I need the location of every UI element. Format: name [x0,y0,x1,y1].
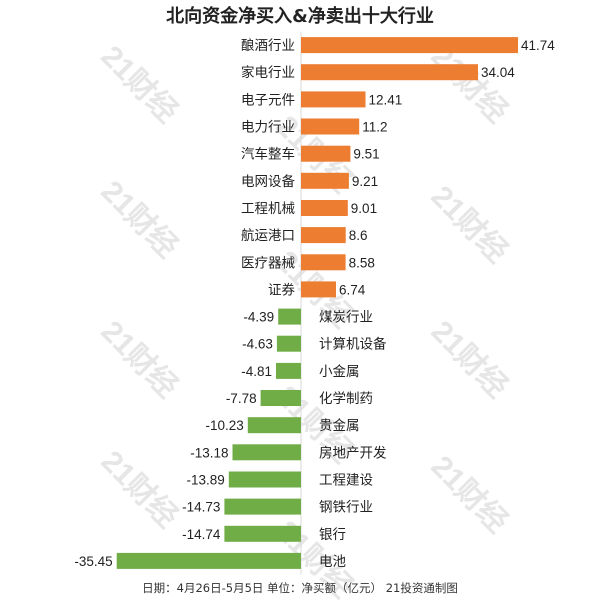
category-label-9: 证券 [268,282,295,298]
value-label-9: 6.74 [339,282,366,297]
chart-footer: 日期：4月26日-5月5日 单位：净买额（亿元） 21投资通制图 [142,581,458,595]
value-label-14: -10.23 [206,418,244,433]
category-label-5: 电网设备 [241,173,295,190]
value-label-15: -13.18 [190,445,228,460]
value-label-0: 41.74 [521,38,555,53]
category-label-14: 贵金属 [319,418,360,434]
category-label-2: 电子元件 [241,92,295,108]
chart-title: 北向资金净买入&净卖出十大行业 [166,6,434,27]
category-label-7: 航运港口 [241,228,295,244]
value-label-19: -35.45 [74,554,112,569]
value-label-3: 11.2 [362,120,387,135]
value-label-17: -14.73 [182,500,220,515]
category-label-18: 银行 [319,527,346,543]
category-label-3: 电力行业 [241,120,295,136]
bar-1 [301,64,478,81]
bar-4 [301,145,351,162]
bar-9 [301,281,336,298]
value-label-10: -4.39 [243,310,274,325]
bar-11 [276,335,301,352]
bar-6 [301,200,348,216]
bar-13 [260,390,301,406]
bar-17 [224,498,301,515]
bar-0 [301,37,518,54]
value-label-6: 9.01 [351,201,377,216]
value-label-1: 34.04 [481,65,515,80]
bar-18 [224,525,301,542]
bar-15 [232,444,301,461]
bar-12 [276,362,301,379]
category-label-11: 计算机设备 [319,336,387,353]
bar-16 [228,471,301,488]
category-label-16: 工程建设 [319,473,373,489]
value-label-4: 9.51 [353,147,379,162]
bar-2 [301,91,366,108]
value-label-12: -4.81 [241,364,272,379]
bar-7 [301,227,346,244]
value-label-13: -7.78 [226,391,257,406]
value-label-11: -4.63 [242,337,273,352]
category-label-15: 房地产开发 [319,445,387,461]
category-label-13: 化学制药 [319,391,373,407]
category-label-0: 酿酒行业 [241,38,295,54]
category-label-10: 煤炭行业 [319,310,373,326]
category-label-4: 汽车整车 [241,146,295,163]
value-label-7: 8.6 [349,228,368,243]
bar-10 [278,308,301,325]
category-label-19: 电池 [319,554,346,570]
category-label-12: 小金属 [319,364,360,380]
bar-19 [116,552,301,569]
bar-5 [301,172,349,189]
value-label-8: 8.58 [349,255,375,270]
category-label-1: 家电行业 [241,64,295,81]
value-label-16: -13.89 [187,473,225,488]
bar-8 [301,254,346,271]
category-label-6: 工程机械 [241,201,295,217]
value-label-2: 12.41 [369,92,403,107]
value-label-5: 9.21 [352,174,378,189]
category-label-17: 钢铁行业 [319,500,373,516]
bar-3 [301,118,360,135]
value-label-18: -14.74 [182,527,221,542]
category-label-8: 医疗器械 [241,255,295,271]
bar-14 [247,417,301,434]
